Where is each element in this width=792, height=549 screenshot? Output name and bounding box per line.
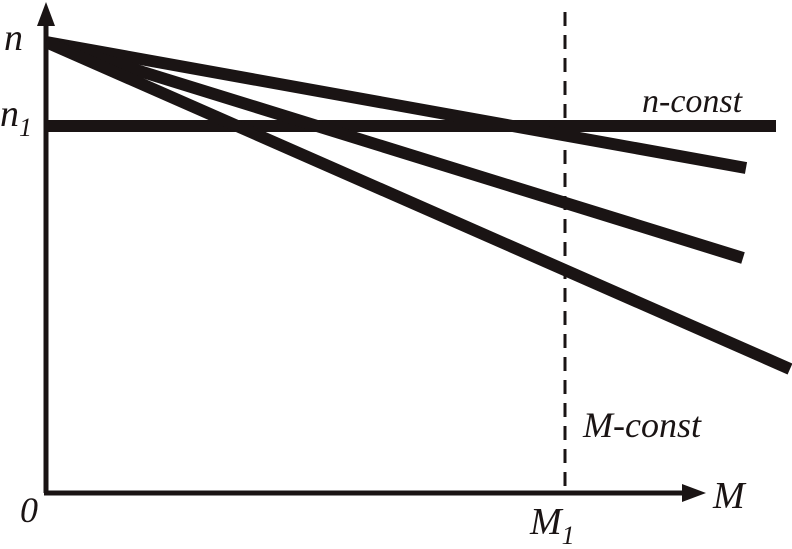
m1-label-base: M: [529, 501, 564, 543]
y-axis-label: n: [4, 17, 23, 59]
origin-label: 0: [20, 490, 38, 530]
m1-label-subscript: 1: [562, 521, 575, 549]
characteristic-line-shallow: [44, 36, 748, 174]
characteristic-line-steep: [43, 36, 792, 375]
n1-label-base: n: [0, 93, 19, 135]
m1-label: M1: [529, 501, 575, 549]
n1-label: n1: [0, 93, 32, 142]
x-axis-arrowhead: [682, 484, 706, 502]
characteristic-line-medium: [44, 36, 745, 264]
n1-label-subscript: 1: [19, 113, 32, 142]
y-axis-arrowhead: [37, 2, 55, 26]
n-const-annotation: n-const: [642, 83, 744, 120]
m-const-annotation: M-const: [582, 405, 702, 445]
x-axis-label: M: [712, 475, 747, 517]
